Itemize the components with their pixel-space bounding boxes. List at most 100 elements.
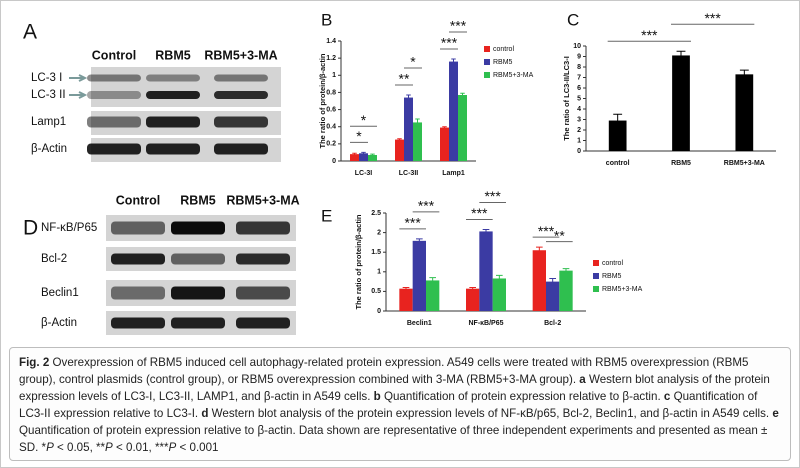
legend-swatch <box>593 260 599 266</box>
band-label: β-Actin <box>41 317 77 329</box>
band <box>171 221 225 235</box>
band <box>146 91 200 99</box>
band-label: LC-3 II <box>31 89 66 101</box>
band <box>146 116 200 128</box>
bar <box>399 288 413 311</box>
bar <box>608 120 627 151</box>
x-tick-label: Beclin1 <box>407 320 432 327</box>
panel-letter: D <box>23 217 38 240</box>
legend-swatch <box>593 273 599 279</box>
band <box>146 74 200 82</box>
y-tick-label: 7 <box>577 74 581 81</box>
band <box>87 74 141 82</box>
y-tick-label: 1 <box>577 137 581 144</box>
error-bar <box>406 94 411 101</box>
significance-label: *** <box>404 215 421 231</box>
significance-label: *** <box>471 205 488 221</box>
caption-text: Quantification of protein expression rel… <box>19 424 768 454</box>
caption-text: Overexpression of RBM5 induced cell auto… <box>19 356 749 386</box>
y-tick-label: 8 <box>577 64 581 71</box>
lane-label: Control <box>116 193 160 207</box>
y-tick-label: 2 <box>577 127 581 134</box>
significance-label: ** <box>554 227 565 243</box>
x-tick-label: RBM5 <box>671 160 691 167</box>
legend-label: RBM5 <box>602 273 622 280</box>
significance-label: *** <box>418 198 435 214</box>
error-bar <box>451 58 456 65</box>
lane-label: RBM5 <box>180 193 215 207</box>
y-tick-label: 0.4 <box>326 124 336 131</box>
band <box>111 221 165 235</box>
y-tick-label: 2.5 <box>371 210 381 217</box>
error-bar <box>460 92 465 98</box>
band <box>87 91 141 99</box>
bar <box>546 281 560 311</box>
y-tick-label: 10 <box>573 43 581 50</box>
error-bar <box>361 151 366 155</box>
y-tick-label: 6 <box>577 85 581 92</box>
arrow <box>69 74 88 82</box>
band <box>214 91 268 99</box>
band <box>214 143 268 155</box>
bar <box>559 270 573 311</box>
x-tick-label: control <box>606 160 630 167</box>
bar <box>492 278 506 311</box>
panel-letter: E <box>321 206 332 225</box>
legend-swatch <box>593 286 599 292</box>
caption-text: e <box>772 407 779 420</box>
y-axis-label: The ratio of LC3-II/LC3-I <box>562 56 571 141</box>
bar <box>458 95 467 161</box>
band <box>87 143 141 155</box>
lane-label: RBM5+3-MA <box>204 48 277 62</box>
bar <box>368 155 377 161</box>
y-tick-label: 0.5 <box>371 288 381 295</box>
lane-label: RBM5 <box>155 48 190 62</box>
caption-text: Fig. 2 <box>19 356 50 369</box>
legend-swatch <box>484 46 490 52</box>
band <box>236 221 290 235</box>
error-bar <box>370 153 375 157</box>
significance-label: *** <box>704 10 721 26</box>
significance-label: *** <box>484 188 501 204</box>
x-tick-label: Bcl-2 <box>544 320 561 327</box>
legend-label: RBM5 <box>493 59 513 66</box>
blot-strip <box>91 67 281 107</box>
x-tick-label: LC-3I <box>355 170 373 177</box>
error-bar <box>496 274 503 283</box>
legend-swatch <box>484 72 490 78</box>
band <box>111 286 165 300</box>
band-label: LC-3 I <box>31 72 62 84</box>
caption-text: < 0.05, ** <box>53 441 106 454</box>
significance-label: * <box>361 112 367 128</box>
panel-letter: C <box>567 10 579 29</box>
y-tick-label: 0 <box>332 158 336 165</box>
band <box>236 317 290 329</box>
y-tick-label: 0.2 <box>326 141 336 148</box>
bar <box>426 280 440 311</box>
y-axis-label: The ratio of protein/β-actin <box>354 214 363 309</box>
x-tick-label: Lamp1 <box>442 170 465 177</box>
significance-label: * <box>410 54 416 70</box>
legend-label: RBM5+3-MA <box>493 72 534 79</box>
band-label: β-Actin <box>31 143 67 155</box>
error-bar <box>352 152 357 156</box>
y-tick-label: 1 <box>332 72 336 79</box>
bar <box>404 97 413 161</box>
bar <box>413 122 422 161</box>
y-tick-label: 9 <box>577 53 581 60</box>
error-bar <box>469 286 476 291</box>
caption-text: b <box>373 390 381 403</box>
band <box>146 143 200 155</box>
y-tick-label: 2 <box>377 229 381 236</box>
caption-text: a <box>579 373 586 386</box>
caption-text: P <box>168 441 177 454</box>
band-label: Beclin1 <box>41 287 79 299</box>
error-bar <box>402 286 410 291</box>
error-bar <box>429 277 436 284</box>
y-tick-label: 1.4 <box>326 38 336 45</box>
error-bar <box>397 138 402 141</box>
panel-letter: A <box>23 21 37 44</box>
error-bar <box>415 118 420 127</box>
bar <box>359 153 368 161</box>
